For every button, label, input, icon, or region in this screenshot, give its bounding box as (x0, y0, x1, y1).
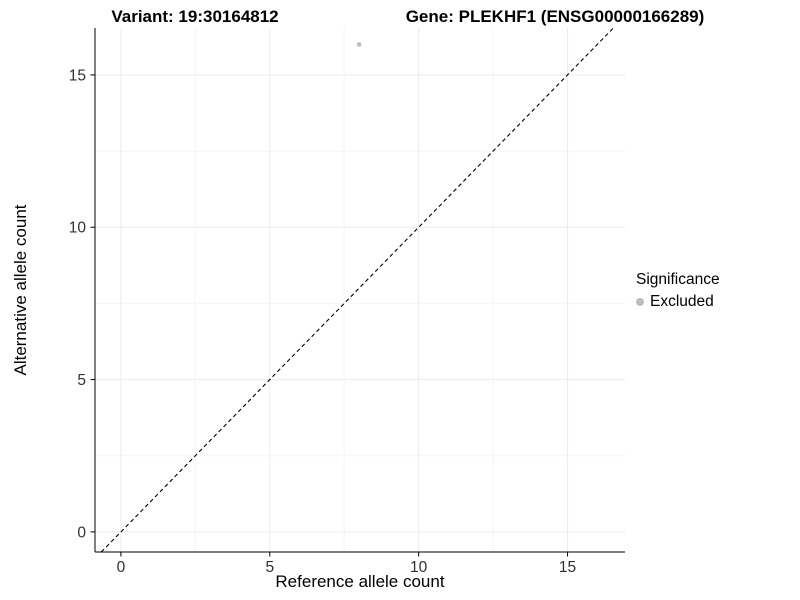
x-tick-label: 0 (117, 559, 126, 576)
y-tick-label: 5 (77, 372, 86, 389)
plot-panel (95, 28, 625, 552)
x-tick-label: 10 (410, 559, 428, 576)
plot-title-variant: Variant: 19:30164812 (111, 7, 279, 26)
legend: Significance Excluded (636, 271, 720, 311)
plot-title-gene: Gene: PLEKHF1 (ENSG00000166289) (405, 7, 705, 26)
y-tick-label: 10 (69, 220, 87, 237)
x-tick-label: 15 (559, 559, 576, 576)
x-tick-label: 5 (265, 559, 274, 576)
legend-title: Significance (636, 271, 720, 288)
excluded-point-icon (636, 298, 644, 306)
y-tick-label: 15 (69, 67, 86, 84)
y-axis-label: Alternative allele count (11, 204, 30, 376)
identity-dashed-line (100, 27, 614, 553)
legend-entry-label: Excluded (650, 293, 714, 310)
y-tick-label: 0 (77, 524, 86, 541)
legend-entry-excluded: Excluded (636, 293, 720, 311)
data-point (356, 42, 362, 47)
x-axis-label: Reference allele count (275, 572, 445, 591)
